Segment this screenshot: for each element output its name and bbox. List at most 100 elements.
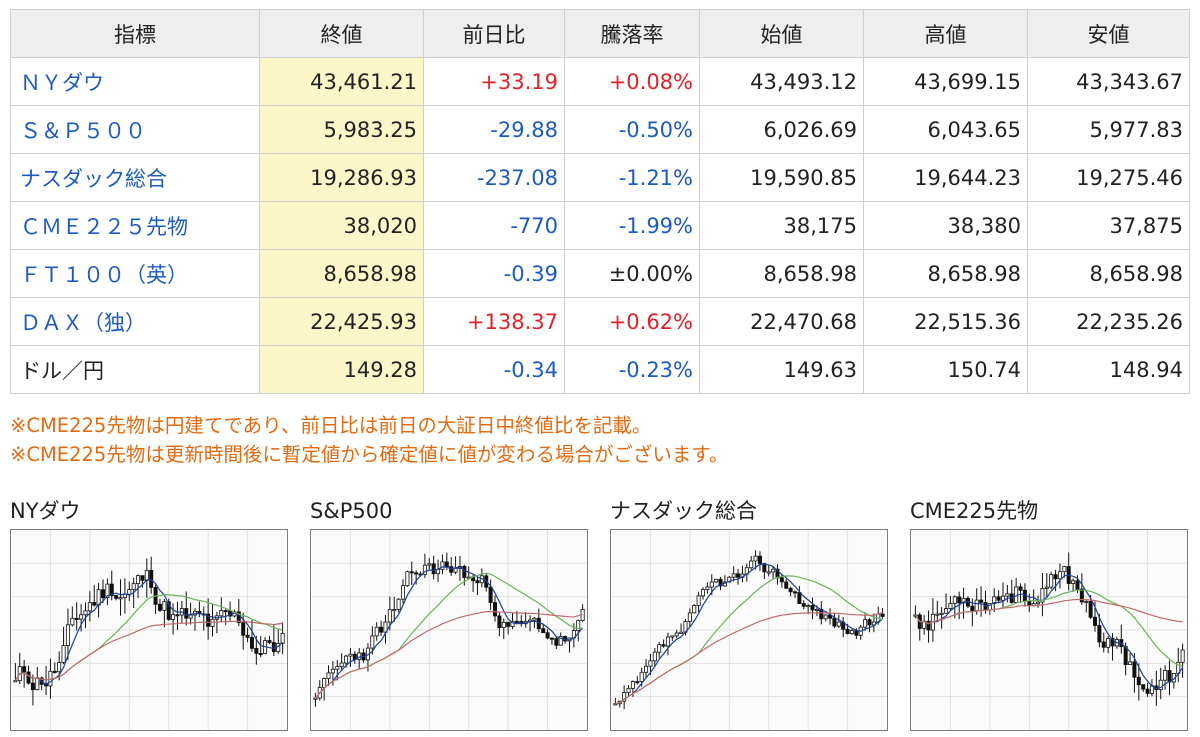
change-cell: -0.34 <box>423 345 565 394</box>
candle-body <box>974 599 979 612</box>
index-link-ft100[interactable]: ＦＴ１００（英） <box>20 262 188 287</box>
candle-body <box>96 589 101 606</box>
change-cell: -29.88 <box>423 105 565 154</box>
index-link-nydow[interactable]: ＮＹダウ <box>20 70 104 95</box>
candle-body <box>757 555 762 564</box>
candle-body <box>749 560 754 569</box>
candle-body <box>344 655 349 664</box>
candle-body <box>501 621 506 629</box>
candle-body <box>1145 688 1150 694</box>
chart-area[interactable] <box>310 529 588 731</box>
table-row: ナスダック総合 19,286.93 -237.08 -1.21% 19,590.… <box>10 153 1190 202</box>
candle-body <box>136 575 141 585</box>
candlestick-chart <box>911 530 1187 730</box>
candle-body <box>549 637 554 640</box>
chart-nydow[interactable]: NYダウ <box>10 497 288 731</box>
candle-body <box>845 628 850 635</box>
candle-body <box>188 614 193 619</box>
candle-body <box>396 598 401 610</box>
candle-body <box>74 617 79 620</box>
chart-cme225[interactable]: CME225先物 <box>910 497 1188 731</box>
candle-body <box>492 602 497 617</box>
candle-body <box>810 605 815 611</box>
table-row: ＮＹダウ 43,461.21 +33.19 +0.08% 43,493.12 4… <box>10 57 1190 106</box>
header-low: 安値 <box>1027 9 1190 58</box>
index-link-cme225[interactable]: ＣＭＥ２２５先物 <box>20 214 188 239</box>
close-cell: 149.28 <box>259 345 424 394</box>
candle-body <box>1128 661 1133 666</box>
index-link-sp500[interactable]: Ｓ＆Ｐ５００ <box>20 118 146 143</box>
chart-nasdaq[interactable]: ナスダック総合 <box>610 497 888 731</box>
header-close: 終値 <box>259 9 424 58</box>
change-cell: +33.19 <box>423 57 565 106</box>
candle-body <box>462 566 467 578</box>
index-name-cell: Ｓ＆Ｐ５００ <box>10 105 260 154</box>
pct-cell: ±0.00% <box>564 249 700 298</box>
chart-sp500[interactable]: S&P500 <box>310 497 588 731</box>
candle-body <box>639 671 644 682</box>
index-name-cell: ＦＴ１００（英） <box>10 249 260 298</box>
table-header-row: 指標 終値 前日比 騰落率 始値 高値 安値 <box>10 9 1190 58</box>
index-name-cell: ドル／円 <box>10 345 260 394</box>
candle-body <box>849 630 854 635</box>
candle-body <box>35 677 40 691</box>
candle-body <box>1062 566 1067 573</box>
candle-body <box>118 597 123 600</box>
candle-body <box>206 613 211 627</box>
candle-body <box>444 561 449 567</box>
candle-body <box>510 620 515 627</box>
index-name-cell: ナスダック総合 <box>10 153 260 202</box>
candle-body <box>387 609 392 623</box>
candle-body <box>409 571 414 574</box>
index-link-nasdaq[interactable]: ナスダック総合 <box>20 166 167 191</box>
candle-body <box>952 596 957 604</box>
header-change: 前日比 <box>423 9 565 58</box>
candle-body <box>867 619 872 626</box>
candle-body <box>996 596 1001 601</box>
chart-title: NYダウ <box>10 499 81 523</box>
candle-body <box>948 603 953 610</box>
candle-body <box>101 589 106 599</box>
change-cell: -770 <box>423 201 565 250</box>
low-cell: 43,343.67 <box>1027 57 1190 106</box>
candle-body <box>157 603 162 611</box>
index-name-cell: ＣＭＥ２２５先物 <box>10 201 260 250</box>
chart-title: ナスダック総合 <box>610 499 757 523</box>
candle-body <box>30 682 35 691</box>
candle-body <box>223 610 228 613</box>
candle-body <box>131 583 136 590</box>
candle-body <box>1123 646 1128 666</box>
chart-area[interactable] <box>610 529 888 731</box>
candle-body <box>57 662 62 673</box>
candle-body <box>630 681 635 689</box>
candle-body <box>718 578 723 587</box>
candle-body <box>939 612 944 615</box>
candle-body <box>613 703 618 706</box>
candle-body <box>576 620 581 632</box>
candlestick-chart <box>11 530 287 730</box>
candle-body <box>806 605 811 608</box>
chart-area[interactable] <box>10 529 288 731</box>
candle-body <box>1049 574 1054 588</box>
candle-body <box>788 587 793 593</box>
pct-cell: +0.62% <box>564 297 700 346</box>
candle-body <box>1036 601 1041 605</box>
candle-body <box>935 613 940 616</box>
candle-body <box>258 652 263 655</box>
candle-body <box>692 605 697 614</box>
candle-body <box>330 668 335 674</box>
candle-body <box>13 680 18 683</box>
ma-short-line <box>615 563 883 705</box>
high-cell: 150.74 <box>863 345 1028 394</box>
candle-body <box>475 580 480 584</box>
candle-body <box>736 573 741 578</box>
chart-area[interactable] <box>910 529 1188 731</box>
candle-body <box>175 614 180 617</box>
index-link-dax[interactable]: ＤＡＸ（独） <box>20 310 146 335</box>
candle-body <box>1084 601 1089 604</box>
open-cell: 19,590.85 <box>699 153 864 202</box>
candle-body <box>823 614 828 620</box>
market-table: 指標 終値 前日比 騰落率 始値 高値 安値 ＮＹダウ 43,461.21 +3… <box>10 9 1190 394</box>
candle-body <box>335 666 340 670</box>
candle-body <box>670 635 675 638</box>
